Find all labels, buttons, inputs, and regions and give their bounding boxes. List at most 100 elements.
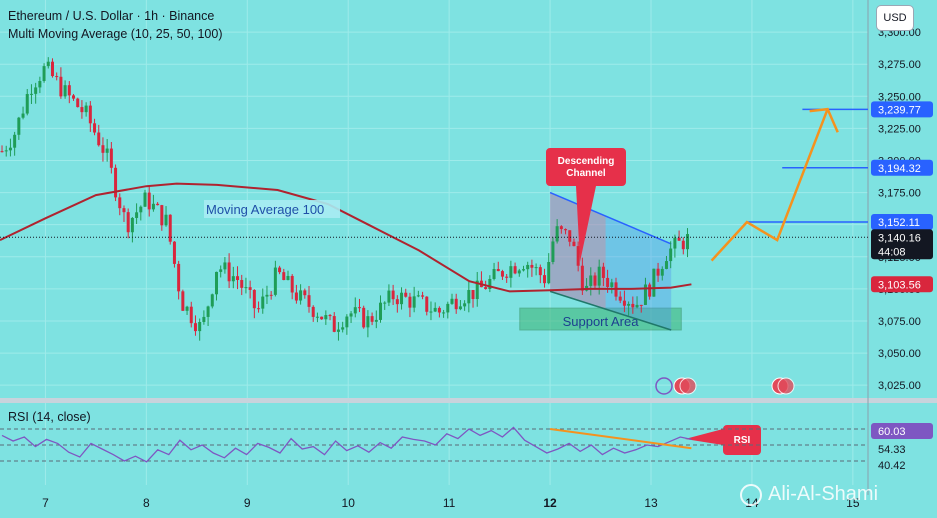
candle-body bbox=[34, 87, 38, 94]
candle-body bbox=[252, 289, 256, 309]
candle-body bbox=[526, 264, 530, 270]
rsi-line bbox=[1, 426, 692, 463]
candle-body bbox=[63, 85, 67, 97]
projection-path bbox=[710, 108, 829, 262]
candle-body bbox=[391, 290, 395, 300]
channel-upper-line bbox=[549, 191, 672, 245]
candle-body bbox=[286, 275, 290, 281]
candle-body bbox=[635, 304, 639, 308]
price-tick-label: 3,075.00 bbox=[878, 316, 921, 328]
time-tick-label: 12 bbox=[543, 496, 557, 510]
candle-body bbox=[639, 304, 643, 306]
candle-body bbox=[345, 316, 349, 328]
level-price-label: 3,239.77 bbox=[878, 104, 921, 116]
candle-body bbox=[210, 294, 214, 307]
candle-body bbox=[643, 284, 647, 305]
candle-body bbox=[151, 203, 155, 210]
candle-body bbox=[126, 212, 130, 233]
candle-body bbox=[606, 277, 610, 287]
ma-label-bg bbox=[204, 200, 340, 218]
time-tick-label: 13 bbox=[644, 496, 658, 510]
candle-body bbox=[214, 271, 218, 295]
candle-body bbox=[273, 267, 277, 295]
time-tick-label: 10 bbox=[342, 496, 356, 510]
rsi-callout-label: RSI bbox=[734, 435, 751, 446]
candle-body bbox=[80, 107, 84, 113]
ma100-line bbox=[0, 182, 692, 293]
price-levels bbox=[0, 108, 868, 238]
candle-body bbox=[572, 241, 576, 247]
candle-body bbox=[257, 308, 261, 310]
candle-body bbox=[109, 148, 113, 168]
candle-body bbox=[362, 307, 366, 328]
candle-body bbox=[118, 197, 122, 209]
candle-body bbox=[517, 270, 521, 274]
candle-body bbox=[437, 307, 441, 313]
candle-body bbox=[67, 85, 71, 96]
level-price-label-bg bbox=[871, 213, 933, 230]
candle-body bbox=[547, 261, 551, 284]
candle-body bbox=[509, 266, 513, 278]
candle-body bbox=[290, 275, 294, 293]
candle-body bbox=[627, 303, 631, 306]
candle-body bbox=[416, 295, 420, 297]
time-axis: 7 8 9 10 11 12 13 14 15 bbox=[42, 496, 860, 510]
candle-body bbox=[168, 214, 172, 242]
candle-body bbox=[17, 117, 21, 135]
candle-body bbox=[4, 150, 8, 152]
candle-body bbox=[189, 306, 193, 324]
candle-body bbox=[429, 311, 433, 313]
candle-body bbox=[332, 316, 336, 332]
candle-body bbox=[505, 276, 509, 278]
candle-body bbox=[660, 268, 664, 276]
candle-body bbox=[202, 316, 206, 322]
candle-body bbox=[8, 147, 12, 151]
ma100-price-label-bg bbox=[871, 276, 933, 293]
candle-body bbox=[681, 240, 685, 250]
candle-body bbox=[21, 113, 25, 118]
candle-body bbox=[311, 306, 315, 317]
candle-body bbox=[395, 299, 399, 305]
candle-body bbox=[160, 205, 164, 226]
channel-lower-line bbox=[549, 290, 672, 331]
candle-body bbox=[294, 292, 298, 301]
candle-body bbox=[282, 272, 286, 281]
candle-body bbox=[122, 208, 126, 213]
candle-body bbox=[564, 229, 568, 231]
candle-body bbox=[568, 230, 572, 242]
candle-body bbox=[236, 276, 240, 281]
candle-body bbox=[589, 275, 593, 286]
candle-body bbox=[669, 248, 673, 262]
watermark: Ali-Al-Shami bbox=[740, 483, 878, 506]
rsi-value-bg bbox=[871, 423, 933, 439]
projection-arrowhead bbox=[809, 107, 839, 133]
level-price-label: 3,194.32 bbox=[878, 163, 921, 175]
candle-body bbox=[336, 329, 340, 332]
candle-body bbox=[450, 298, 454, 304]
candle-body bbox=[404, 292, 408, 297]
candle-body bbox=[46, 61, 50, 67]
candle-body bbox=[366, 316, 370, 328]
candle-body bbox=[576, 246, 580, 266]
candle-body bbox=[379, 302, 383, 320]
candle-body bbox=[320, 316, 324, 320]
last-price-bg bbox=[871, 229, 933, 260]
projection-arrow bbox=[710, 107, 839, 262]
candle-body bbox=[307, 295, 311, 307]
candle-body bbox=[656, 268, 660, 276]
currency-button[interactable]: USD bbox=[876, 5, 914, 31]
candle-body bbox=[55, 76, 59, 78]
rsi-divergence-line bbox=[549, 428, 692, 450]
lightning-icon bbox=[655, 377, 673, 395]
candle-body bbox=[555, 226, 559, 242]
candle-body bbox=[219, 269, 223, 272]
candle-body bbox=[135, 212, 139, 218]
candle-body bbox=[521, 269, 525, 271]
pane-separator bbox=[0, 0, 937, 495]
candle-body bbox=[231, 276, 235, 282]
candle-body bbox=[315, 316, 319, 318]
pane-divider bbox=[0, 398, 937, 403]
candle-body bbox=[324, 315, 328, 320]
candle-body bbox=[471, 290, 475, 300]
